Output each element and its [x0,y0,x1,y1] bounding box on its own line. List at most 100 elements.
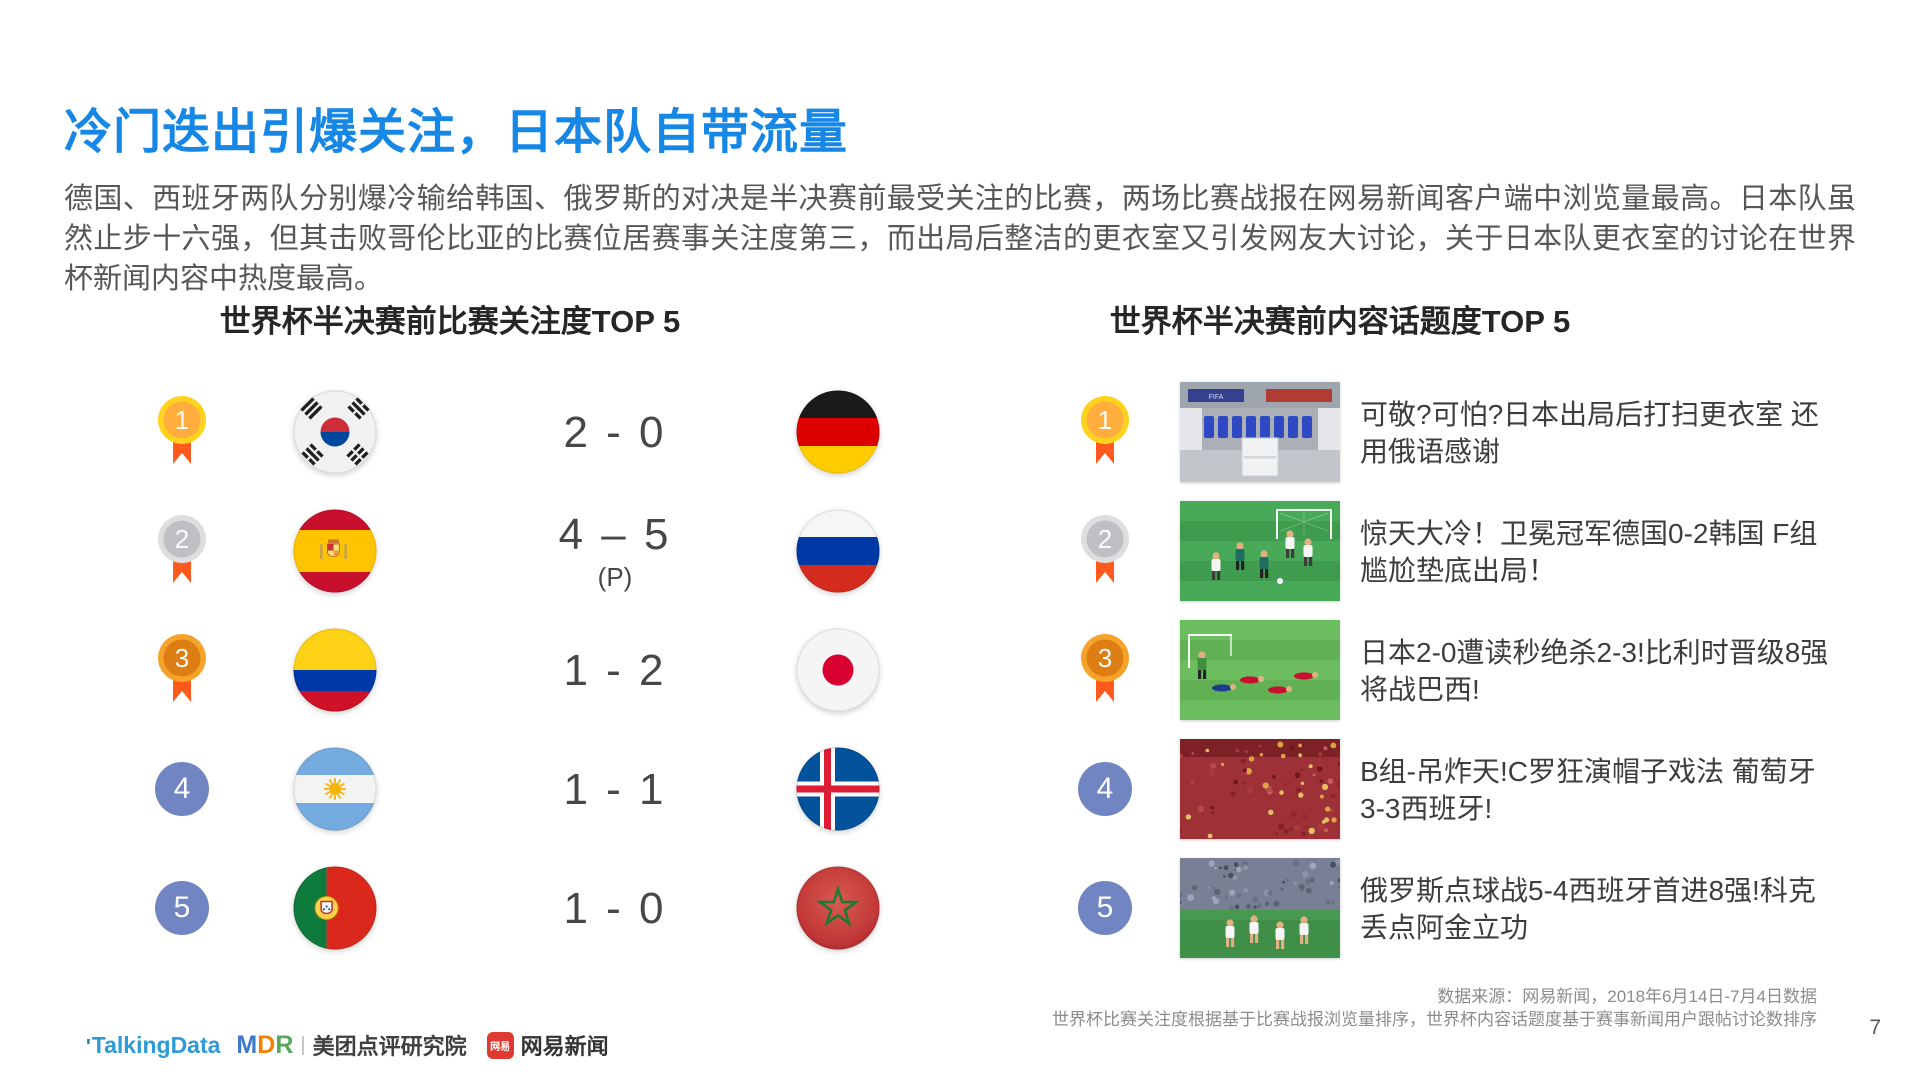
match-row: 1 2 - 0 [0,373,1921,492]
meituan-research-label: 美团点评研究院 [312,1034,467,1059]
article-title: 惊天大冷！卫冕冠军德国0-2韩国 F组尴尬垫底出局！ [1360,517,1818,586]
flag-icon-morocco [796,866,880,950]
flag-icon-japan [796,628,880,712]
rank-medal-slot: 2 [1077,513,1133,591]
logo-divider: | [300,1033,306,1056]
rank-medal-slot: 1 [1077,394,1133,472]
talkingdata-logo: 'TalkingData [86,1032,220,1059]
topic-row: 2 惊天大冷！卫冕冠军德国0-2韩国 F组尴尬垫底出局！ [0,492,1921,611]
article-title-slot: 俄罗斯点球战5-4西班牙首进8强!科克丢点阿金立功 [1360,849,1838,968]
page-title: 冷门迭出引爆关注，日本队自带流量 [64,106,849,160]
flag-icon-iceland [796,747,880,831]
article-title-slot: 可敬?可怕?日本出局后打扫更衣室 还用俄语感谢 [1360,373,1838,492]
team1-flag [293,747,377,831]
flag-icon-portugal [293,866,377,950]
topic-row: 4 B组-吊炸天!C罗狂演帽子戏法 葡萄牙3-3西班牙! [0,730,1921,849]
match-row: 5 1 - 0 [0,849,1921,968]
article-thumbnail: FIFA [1180,382,1340,482]
rank-medal-slot: 4 [1077,751,1133,829]
rank-medal-silver-icon: 2 [1081,515,1129,583]
article-title: 俄罗斯点球战5-4西班牙首进8强!科克丢点阿金立功 [1360,874,1816,943]
team2-flag [796,509,880,593]
article-thumbnail-germany-korea-match [1180,501,1340,601]
svg-text:FIFA: FIFA [1209,394,1224,401]
data-source-note: 数据来源：网易新闻，2018年6月14日-7月4日数据 世界杯比赛关注度根据基于… [1052,985,1817,1031]
mdr-letter: M [236,1030,258,1059]
article-thumbnail-japan-belgium-match [1180,620,1340,720]
topic-row: 3 日本2-0遭读秒绝杀2-3!比利时晋级8强将战巴西! [0,611,1921,730]
rank-medal-slot: 3 [1077,632,1133,710]
article-thumbnail-japan-locker-room: FIFA [1180,382,1340,482]
team1-flag [293,390,377,474]
rank-medal-silver-icon: 2 [158,515,206,583]
talkingdata-wordmark: TalkingData [91,1031,221,1058]
penalty-note: (P) [597,562,633,592]
rank-medal-gold-icon: 1 [158,396,206,464]
match-row: 2 4 – 5 (P) [0,492,1921,611]
article-thumbnail [1180,501,1340,601]
team2-flag [796,747,880,831]
rank-number-badge: 4 [155,762,209,816]
rank-medal-slot: 2 [154,513,210,591]
intro-paragraph: 德国、西班牙两队分别爆冷输给韩国、俄罗斯的对决是半决赛前最受关注的比赛，两场比赛… [64,183,1856,295]
rank-medal-slot: 5 [154,870,210,948]
svg-text:3: 3 [1098,643,1112,673]
match-score-slot: 1 - 2 [523,611,707,730]
svg-text:2: 2 [1098,524,1112,554]
article-title: B组-吊炸天!C罗狂演帽子戏法 葡萄牙3-3西班牙! [1360,755,1816,824]
netease-news-label: 网易新闻 [520,1034,609,1059]
source-line-2: 世界杯比赛关注度根据基于比赛战报浏览量排序，世界杯内容话题度基于赛事新闻用户跟帖… [1052,1010,1817,1029]
netease-news-icon: 网易 [486,1031,514,1059]
article-thumbnail-portugal-fans-crowd [1180,739,1340,839]
rank-medal-slot: 1 [154,394,210,472]
mdr-letter: D [257,1030,276,1059]
match-score-slot: 4 – 5 (P) [523,492,707,611]
article-title: 可敬?可怕?日本出局后打扫更衣室 还用俄语感谢 [1360,398,1819,467]
article-title-slot: 惊天大冷！卫冕冠军德国0-2韩国 F组尴尬垫底出局！ [1360,492,1838,611]
article-title-slot: 日本2-0遭读秒绝杀2-3!比利时晋级8强将战巴西! [1360,611,1838,730]
rank-medal-slot: 4 [154,751,210,829]
topic-row: 5 俄罗斯点球战5-4西班牙首进8强!科克丢点阿金立功 [0,849,1921,968]
team1-flag [293,628,377,712]
match-score: 1 - 1 [563,764,667,814]
rank-number-badge: 5 [1078,881,1132,935]
article-thumbnail [1180,858,1340,958]
team1-flag [293,509,377,593]
team2-flag [796,390,880,474]
left-section-title: 世界杯半决赛前比赛关注度TOP 5 [219,304,681,339]
rank-number-badge: 4 [1078,762,1132,816]
flag-icon-russia [796,509,880,593]
svg-text:1: 1 [1098,405,1112,435]
source-line-1: 数据来源：网易新闻，2018年6月14日-7月4日数据 [1437,987,1817,1006]
article-title: 日本2-0遭读秒绝杀2-3!比利时晋级8强将战巴西! [1360,636,1829,705]
svg-text:3: 3 [175,643,189,673]
flag-icon-south-korea [293,390,377,474]
match-score-slot: 1 - 1 [523,730,707,849]
rank-medal-slot: 5 [1077,870,1133,948]
match-score: 2 - 0 [563,407,667,457]
article-thumbnail-russia-celebration [1180,858,1340,958]
rank-number-badge: 5 [155,881,209,935]
footer-logos: 'TalkingData MDR | 美团点评研究院 网易 网易新闻 [86,1030,609,1060]
svg-text:2: 2 [175,524,189,554]
article-title-slot: B组-吊炸天!C罗狂演帽子戏法 葡萄牙3-3西班牙! [1360,730,1838,849]
talkingdata-tick-icon: ' [86,1035,91,1058]
flag-icon-colombia [293,628,377,712]
rank-medal-bronze-icon: 3 [158,634,206,702]
team2-flag [796,866,880,950]
mdr-letter: R [275,1030,294,1059]
topic-row: 1 FIFA 可敬?可怕?日本出局后打扫更衣室 还用俄语感谢 [0,373,1921,492]
match-score-slot: 2 - 0 [523,373,707,492]
match-score: 1 - 2 [563,645,667,695]
match-row: 4 1 - 1 [0,730,1921,849]
team2-flag [796,628,880,712]
rank-medal-gold-icon: 1 [1081,396,1129,464]
match-score-slot: 1 - 0 [523,849,707,968]
rank-medal-slot: 3 [154,632,210,710]
match-score: 1 - 0 [563,883,667,933]
right-section-title: 世界杯半决赛前内容话题度TOP 5 [1109,304,1571,339]
svg-text:1: 1 [175,405,189,435]
mdr-logo: MDR [236,1031,293,1060]
flag-icon-germany [796,390,880,474]
